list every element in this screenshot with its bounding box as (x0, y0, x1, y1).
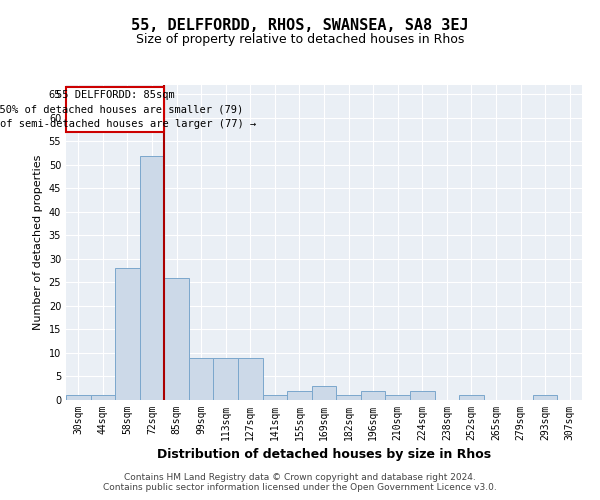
Bar (115, 268, 140, 400)
Bar (140, 156, 164, 400)
Text: 55 DELFFORDD: 85sqm
← 50% of detached houses are smaller (79)
49% of semi-detach: 55 DELFFORDD: 85sqm ← 50% of detached ho… (0, 90, 256, 130)
Bar (66, 396, 91, 400)
Bar (214, 358, 238, 400)
Text: Contains public sector information licensed under the Open Government Licence v3: Contains public sector information licen… (103, 484, 497, 492)
Bar (361, 390, 385, 400)
Bar (312, 386, 336, 400)
Bar (238, 358, 263, 400)
Bar (91, 396, 115, 400)
Bar (164, 278, 189, 400)
Bar (263, 396, 287, 400)
Bar (533, 396, 557, 400)
Bar (385, 396, 410, 400)
Bar (67, 88, 164, 132)
Text: 55, DELFFORDD, RHOS, SWANSEA, SA8 3EJ: 55, DELFFORDD, RHOS, SWANSEA, SA8 3EJ (131, 18, 469, 32)
Bar (336, 396, 361, 400)
Y-axis label: Number of detached properties: Number of detached properties (33, 155, 43, 330)
Bar (287, 390, 312, 400)
Bar (189, 358, 214, 400)
Text: Size of property relative to detached houses in Rhos: Size of property relative to detached ho… (136, 32, 464, 46)
Bar (459, 396, 484, 400)
Bar (410, 390, 434, 400)
Text: Contains HM Land Registry data © Crown copyright and database right 2024.: Contains HM Land Registry data © Crown c… (124, 474, 476, 482)
X-axis label: Distribution of detached houses by size in Rhos: Distribution of detached houses by size … (157, 448, 491, 462)
